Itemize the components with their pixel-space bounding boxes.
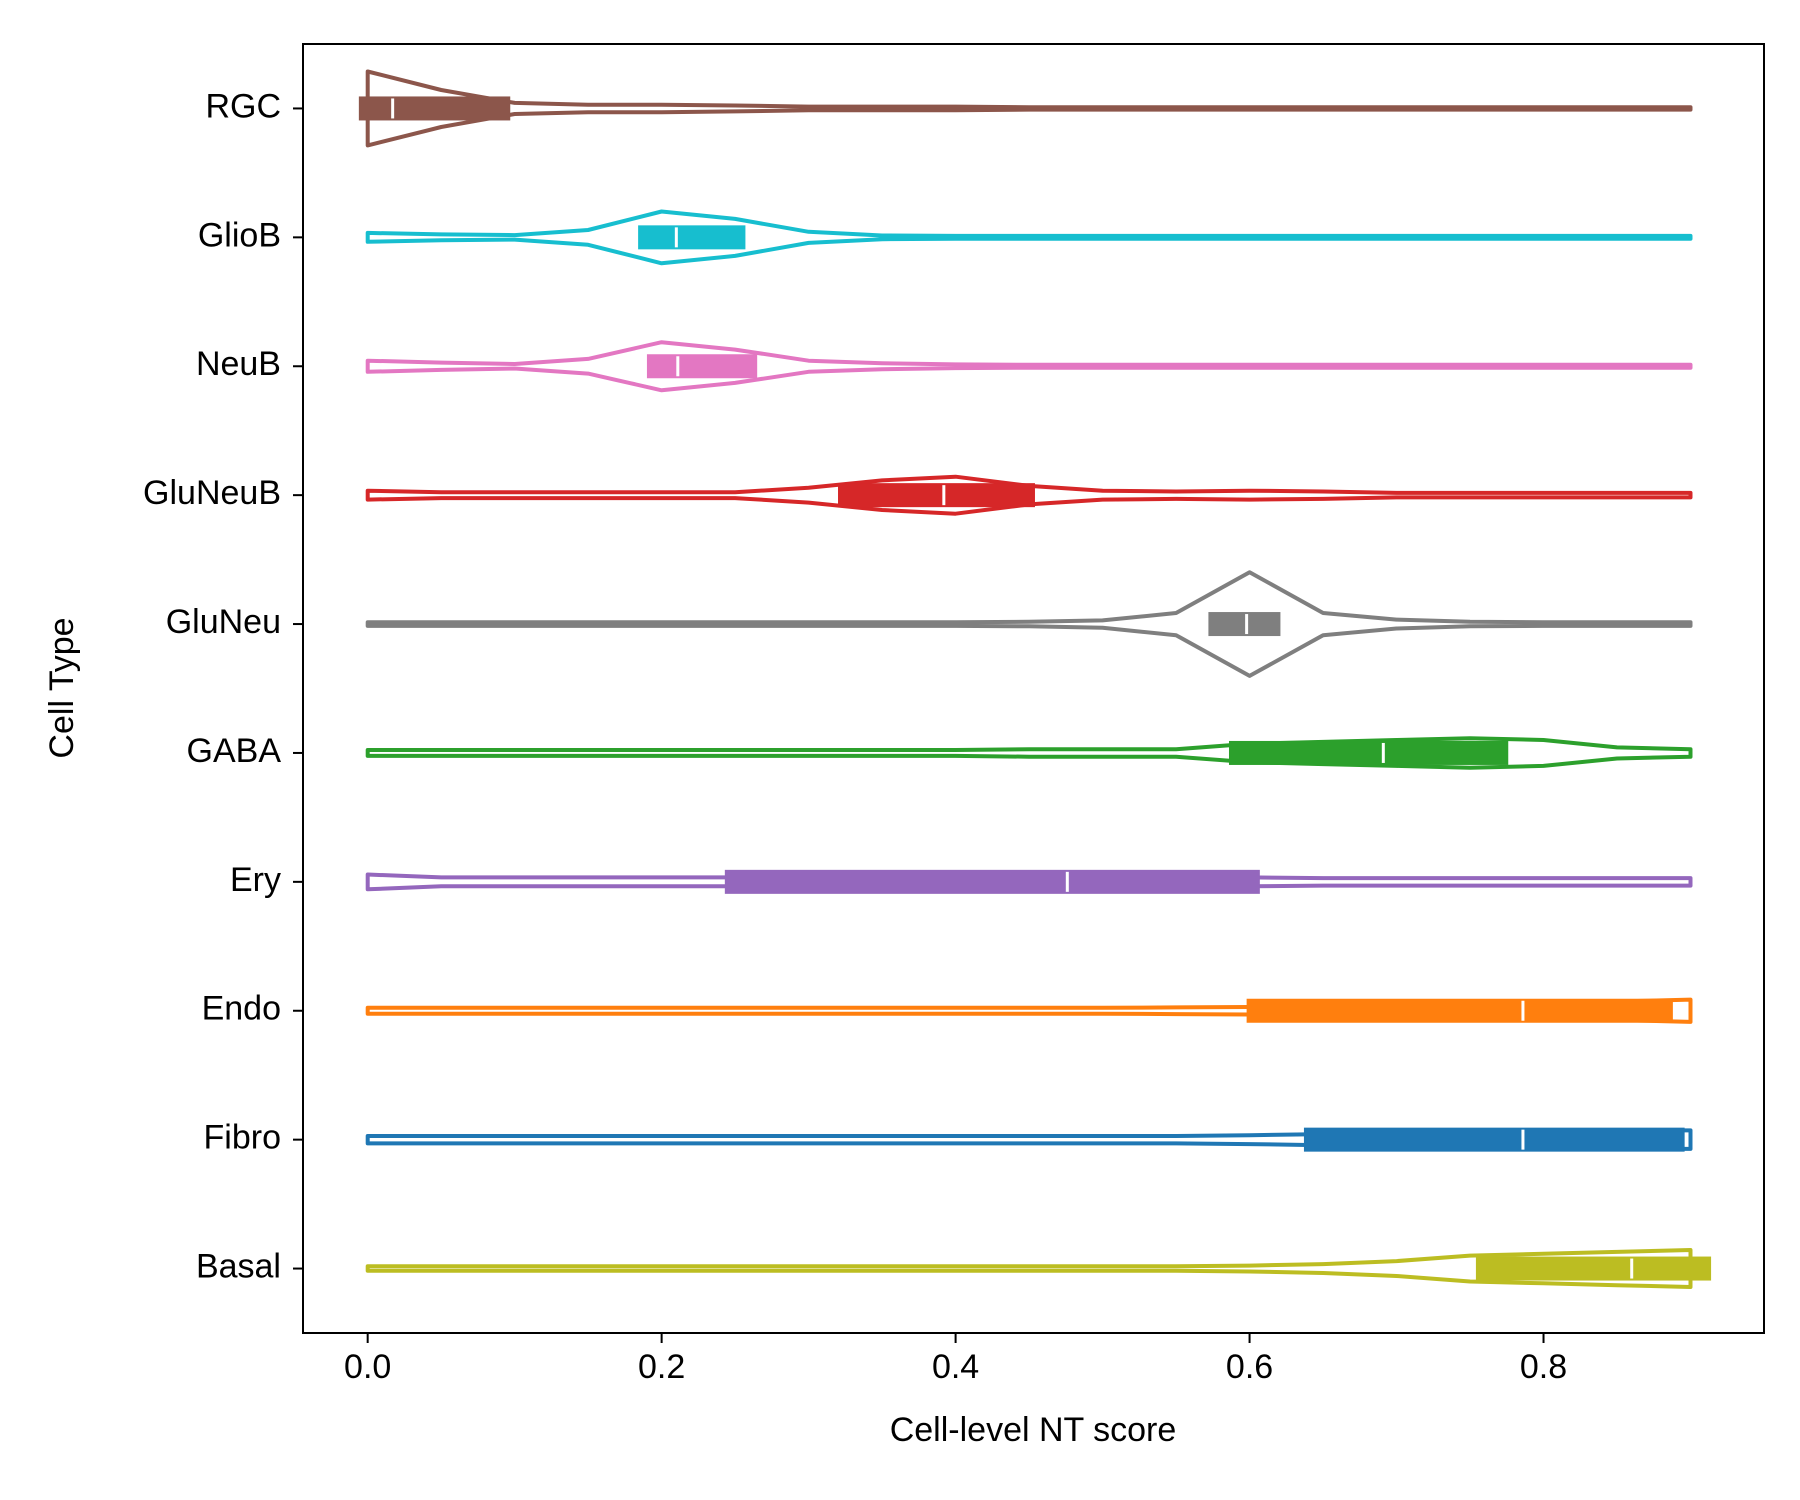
y-tick-label: Basal bbox=[196, 1248, 281, 1286]
y-tick-label: GluNeu bbox=[166, 603, 281, 641]
plot-frame bbox=[302, 43, 1765, 1334]
y-tick-label: GABA bbox=[187, 732, 282, 770]
quartile-box bbox=[1208, 612, 1281, 637]
violin bbox=[365, 736, 1693, 770]
violin bbox=[365, 997, 1693, 1024]
quartile-box bbox=[724, 869, 1260, 894]
violin bbox=[365, 209, 1693, 266]
y-tick-label: Fibro bbox=[204, 1119, 281, 1157]
violin bbox=[365, 570, 1693, 678]
y-tick-label: RGC bbox=[205, 87, 281, 125]
x-tick-label: 0.0 bbox=[344, 1348, 391, 1386]
y-tick-label: Ery bbox=[230, 861, 281, 899]
violin bbox=[365, 69, 1693, 148]
y-tick-label: GluNeuB bbox=[143, 474, 281, 512]
violin bbox=[365, 1128, 1693, 1151]
x-axis-label: Cell-level NT score bbox=[890, 1411, 1177, 1449]
quartile-box bbox=[646, 354, 758, 379]
x-tick-label: 0.2 bbox=[638, 1348, 685, 1386]
violin bbox=[365, 474, 1693, 516]
y-tick-label: GlioB bbox=[198, 216, 281, 254]
quartile-box bbox=[1228, 740, 1509, 765]
quartile-box bbox=[638, 225, 746, 250]
quartile-box bbox=[1303, 1127, 1685, 1152]
quartile-box bbox=[1246, 998, 1673, 1023]
quartile-box bbox=[358, 96, 511, 121]
y-tick-label: Endo bbox=[202, 990, 281, 1028]
quartile-box bbox=[1475, 1256, 1712, 1281]
y-tick-label: NeuB bbox=[196, 345, 281, 383]
x-tick-label: 0.4 bbox=[932, 1348, 979, 1386]
y-axis-label: Cell Type bbox=[43, 617, 81, 758]
violin bbox=[365, 1248, 1693, 1289]
quartile-box bbox=[838, 483, 1035, 508]
x-tick-label: 0.6 bbox=[1226, 1348, 1273, 1386]
violin bbox=[365, 340, 1693, 393]
x-tick-label: 0.8 bbox=[1520, 1348, 1567, 1386]
